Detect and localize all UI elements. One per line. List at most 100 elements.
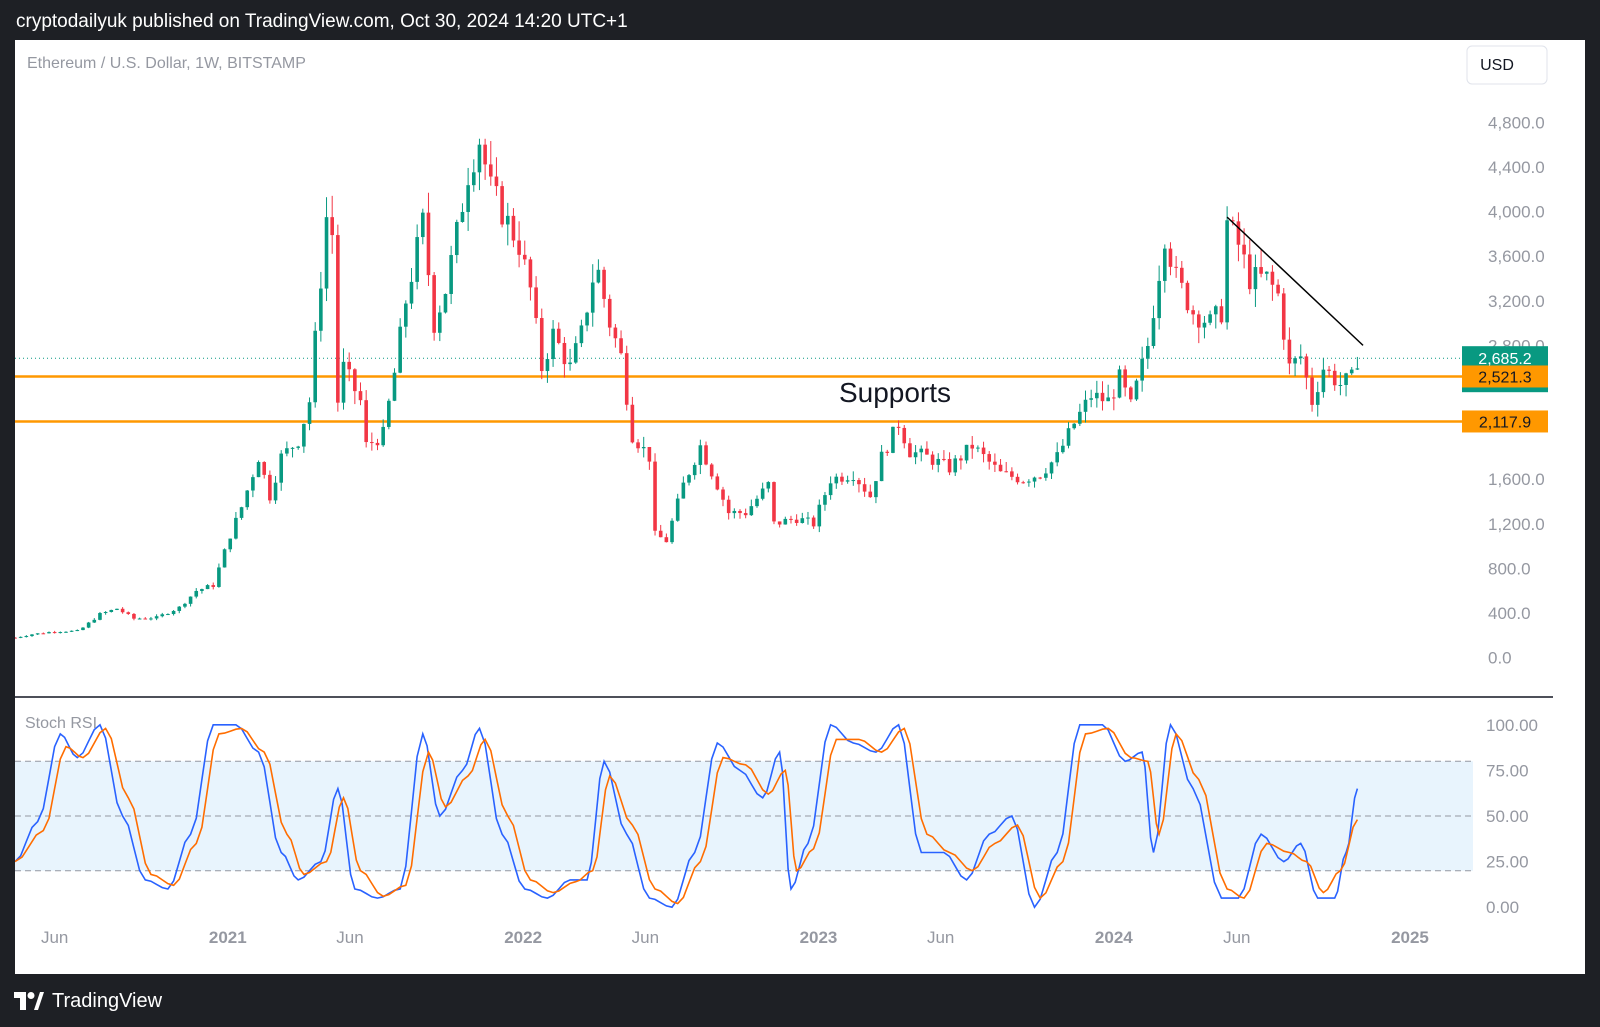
candle-body: [132, 613, 136, 619]
candle-body: [647, 447, 652, 462]
candle-body: [466, 185, 470, 212]
stoch-axis-tick: 100.00: [1486, 716, 1538, 735]
stoch-band: [15, 761, 1473, 871]
candle-body: [1298, 356, 1303, 359]
candle-body: [840, 476, 844, 482]
candle-body: [120, 608, 125, 613]
candle-body: [256, 462, 261, 478]
candle-body: [1276, 284, 1280, 294]
candle-body: [47, 632, 51, 634]
candle-body: [149, 618, 153, 620]
candle-body: [1191, 310, 1195, 315]
time-axis-tick: Jun: [927, 928, 954, 947]
candle-body: [891, 426, 895, 453]
candle-body: [1213, 306, 1218, 315]
candle-body: [268, 474, 272, 501]
candle-body: [658, 530, 663, 538]
time-axis-tick: Jun: [632, 928, 659, 947]
candle-body: [862, 484, 867, 492]
candle-body: [590, 282, 595, 313]
candle-body: [421, 212, 425, 238]
support-price-label: 2,521.3: [1478, 369, 1531, 386]
chart-svg: Ethereum / U.S. Dollar, 1W, BITSTAMP USD…: [13, 45, 1553, 947]
candle-body: [879, 451, 884, 482]
candle-body: [811, 517, 816, 527]
candle-body: [41, 633, 46, 635]
candle-body: [1140, 358, 1144, 381]
candle-body: [624, 353, 629, 405]
candle-body: [738, 510, 742, 514]
footer: TradingView: [14, 986, 162, 1016]
candle-body: [585, 312, 589, 326]
candle-body: [800, 518, 805, 523]
candle-body: [1174, 266, 1178, 268]
candle-body: [273, 482, 278, 501]
candle-body: [1259, 267, 1263, 274]
candle-body: [653, 461, 657, 531]
price-axis-tick: 3,600.0: [1488, 247, 1545, 266]
candle-body: [1179, 267, 1184, 283]
candle-body: [387, 400, 391, 427]
candle-body: [392, 372, 397, 401]
candle-body: [1157, 280, 1161, 319]
candle-body: [154, 616, 159, 619]
candle-body: [290, 447, 295, 449]
time-axis-tick: 2024: [1095, 928, 1133, 947]
candle-body: [964, 444, 969, 461]
candle-body: [1163, 248, 1167, 281]
price-axis-tick: 3,200.0: [1488, 292, 1545, 311]
candle-body: [783, 518, 788, 525]
support-price-label-bg: [1462, 410, 1548, 433]
candle-body: [613, 327, 618, 339]
candle-body: [1061, 445, 1065, 453]
candle-body: [1066, 428, 1071, 446]
candle-body: [347, 361, 351, 370]
candle-body: [845, 480, 850, 482]
candle-body: [1044, 473, 1048, 478]
price-axis-tick: 1,600.0: [1488, 470, 1545, 489]
candle-body: [205, 585, 210, 590]
candle-body: [1355, 368, 1360, 370]
candle-body: [794, 519, 799, 523]
candle-body: [947, 458, 952, 473]
candle-body: [137, 618, 142, 620]
candle-body: [522, 254, 527, 260]
candle-body: [698, 445, 703, 465]
candle-body: [477, 144, 482, 173]
candle-body: [709, 464, 714, 477]
trendline: [1226, 216, 1364, 346]
candle-body: [562, 342, 567, 365]
time-axis-tick: Jun: [336, 928, 363, 947]
candle-body: [109, 609, 114, 613]
candle-body: [160, 614, 165, 617]
candle-body: [1038, 477, 1042, 479]
candle-body: [1112, 397, 1116, 399]
time-axis-tick: 2022: [504, 928, 542, 947]
candle-body: [245, 490, 250, 508]
candle-body: [302, 423, 306, 447]
candle-body: [817, 504, 822, 527]
time-axis-tick: 2021: [209, 928, 247, 947]
candle-body: [353, 369, 357, 392]
candle-body: [1270, 271, 1275, 285]
candle-body: [1247, 254, 1252, 290]
candle-body: [460, 211, 465, 222]
candle-body: [398, 326, 402, 373]
currency-button-label[interactable]: USD: [1480, 57, 1514, 74]
candle-body: [777, 521, 782, 525]
candle-body: [528, 259, 533, 288]
candle-body: [607, 298, 612, 328]
stoch-axis-tick: 50.00: [1486, 807, 1529, 826]
candle-body: [1117, 369, 1122, 398]
candle-body: [936, 458, 941, 465]
candle-body: [279, 453, 284, 483]
currency-button[interactable]: USD: [1466, 45, 1548, 85]
candle-body: [1219, 306, 1224, 323]
candle-body: [568, 362, 572, 365]
candle-body: [953, 458, 958, 473]
candle-body: [426, 212, 431, 276]
candle-body: [443, 293, 448, 313]
time-axis-tick: Jun: [41, 928, 68, 947]
candle-body: [415, 237, 419, 282]
candle-body: [874, 481, 878, 498]
